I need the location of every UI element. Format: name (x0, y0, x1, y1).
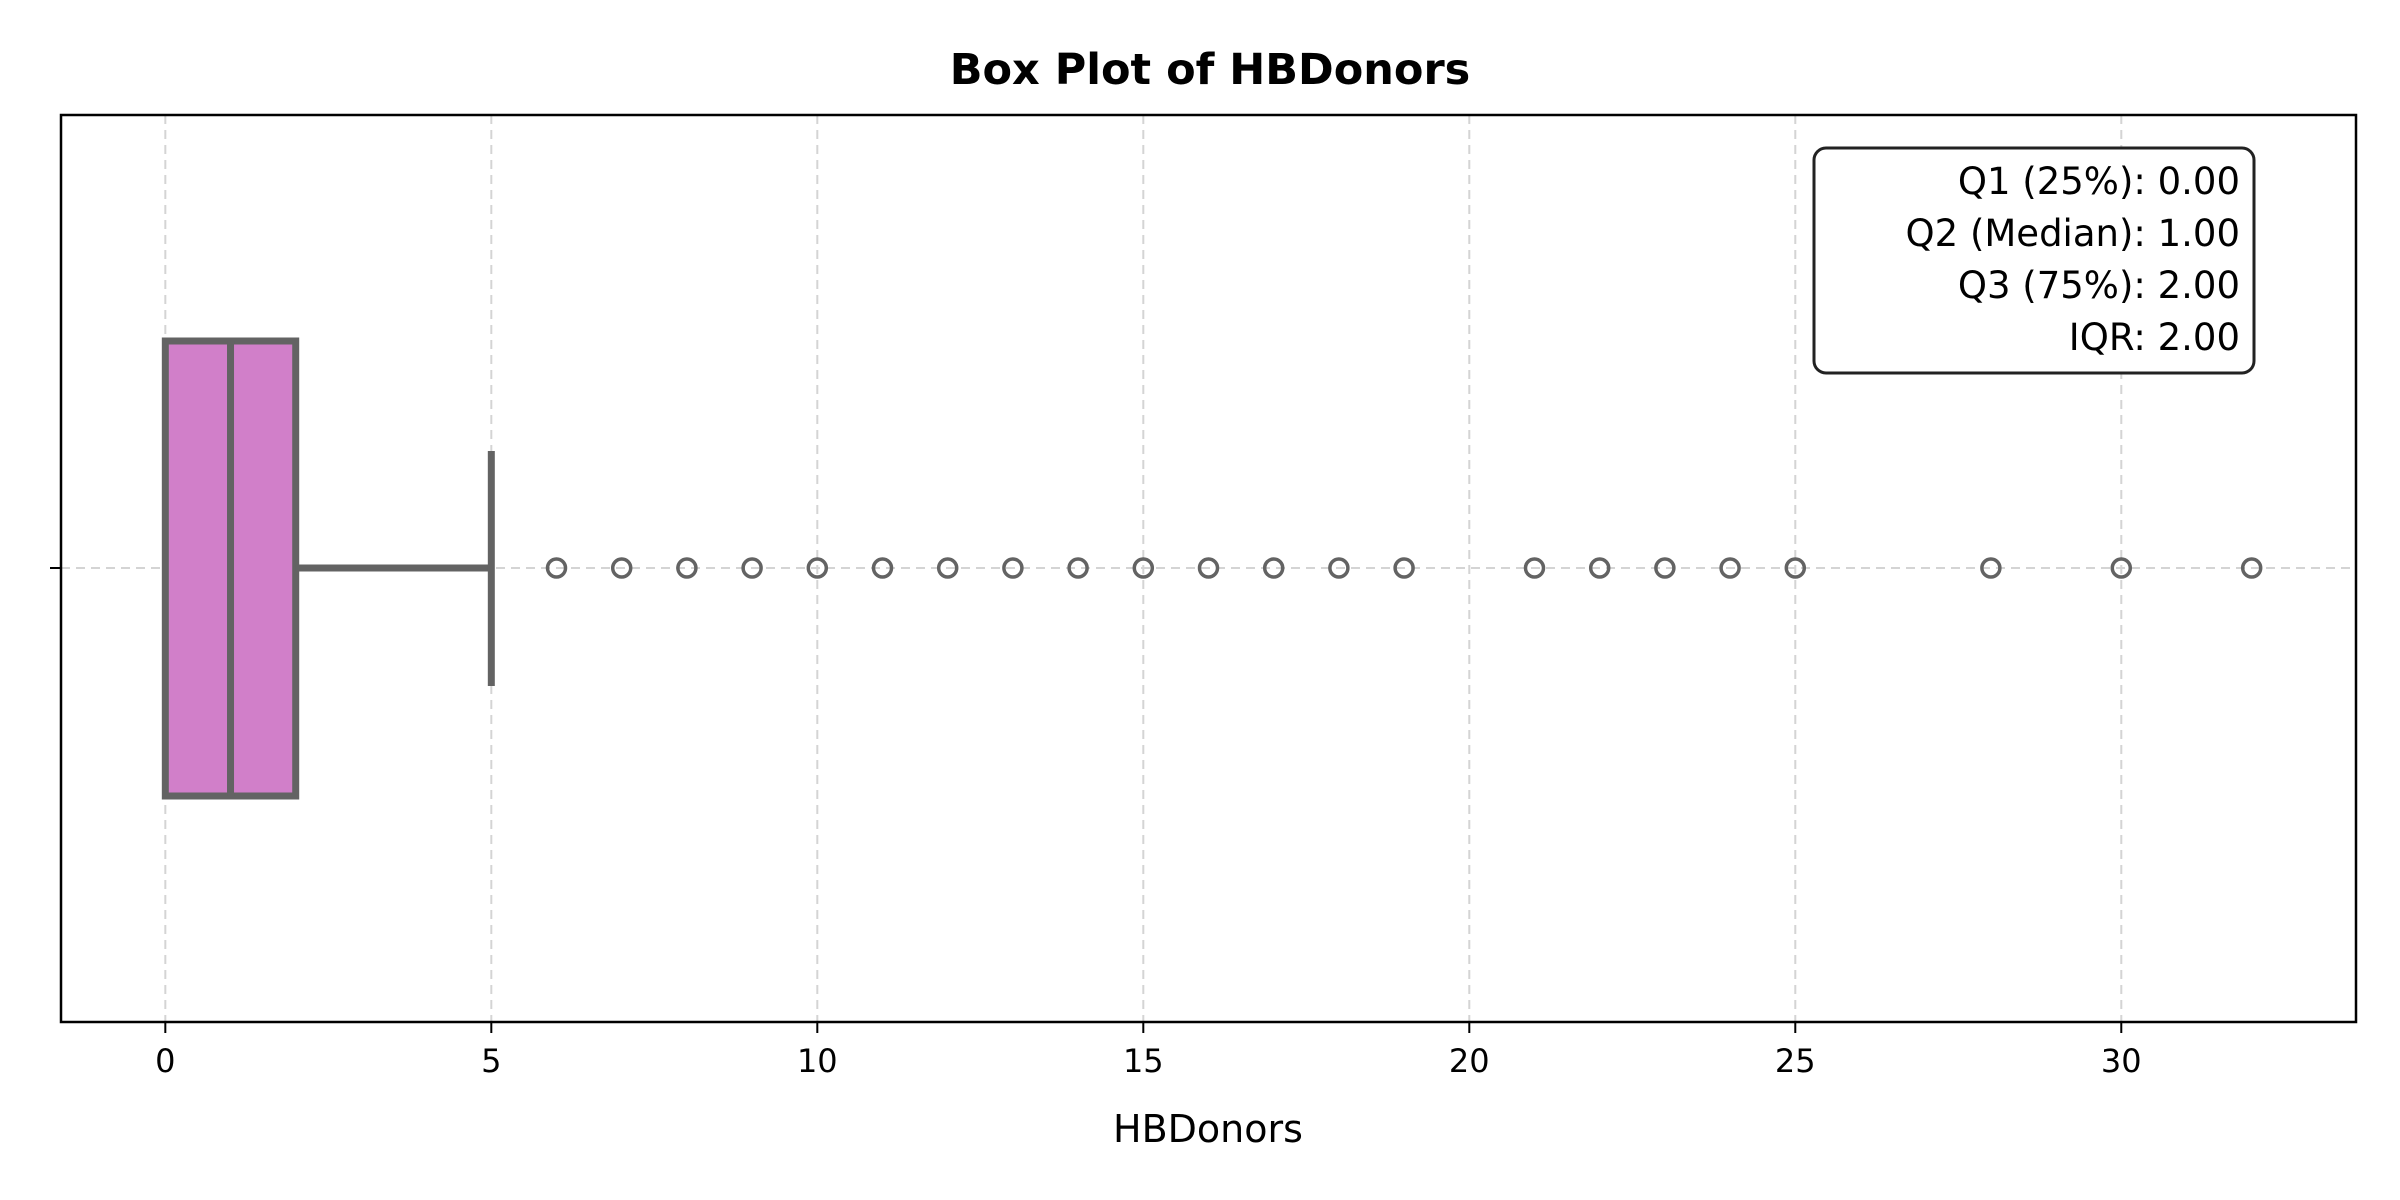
outlier-point (1262, 557, 1285, 579)
outlier-point (676, 557, 698, 579)
outlier-point (1523, 557, 1546, 579)
x-tick-label: 20 (1449, 1042, 1490, 1080)
stats-box-frame (1812, 146, 2256, 375)
outlier-point (1980, 557, 2002, 579)
x-tick-label: 15 (1123, 1042, 1164, 1080)
x-tick-label: 30 (2101, 1042, 2142, 1080)
outlier-point (1393, 557, 1415, 579)
x-tick-label: 5 (481, 1042, 501, 1080)
outlier-point (1132, 557, 1155, 579)
outlier-point (1719, 557, 1741, 579)
x-axis-ticks: 0 5 10 15 20 25 30 (50, 567, 2142, 1080)
outlier-point (741, 557, 763, 579)
outlier-point (1197, 557, 1220, 579)
outlier-point (610, 557, 633, 579)
x-axis-label: HBDonors (1113, 1107, 1303, 1151)
outlier-point (1654, 557, 1676, 579)
outlier-point (1588, 557, 1611, 579)
stats-line: Q3 (75%): 2.00 (1958, 264, 2240, 307)
outlier-point (1002, 557, 1024, 579)
x-tick-label: 25 (1775, 1042, 1816, 1080)
outlier-point (1784, 557, 1807, 579)
outlier-layer (545, 557, 2263, 579)
box-layer (161, 337, 495, 800)
outlier-point (806, 557, 829, 579)
x-tick-label: 0 (155, 1042, 175, 1080)
outlier-point (2240, 557, 2263, 579)
outlier-point (1067, 557, 1089, 579)
outlier-point (936, 557, 959, 579)
outlier-point (545, 557, 568, 579)
outlier-point (871, 557, 894, 579)
stats-line: Q1 (25%): 0.00 (1958, 160, 2240, 203)
chart-title: Box Plot of HBDonors (950, 45, 1471, 95)
x-tick-label: 10 (797, 1042, 838, 1080)
stats-line: Q2 (Median): 1.00 (1906, 212, 2240, 255)
outlier-point (2110, 557, 2133, 579)
stats-box: Q1 (25%): 0.00 Q2 (Median): 1.00 Q3 (75%):… (1812, 146, 2256, 375)
outlier-point (1328, 557, 1350, 579)
stats-line: IQR: 2.00 (2069, 316, 2240, 359)
